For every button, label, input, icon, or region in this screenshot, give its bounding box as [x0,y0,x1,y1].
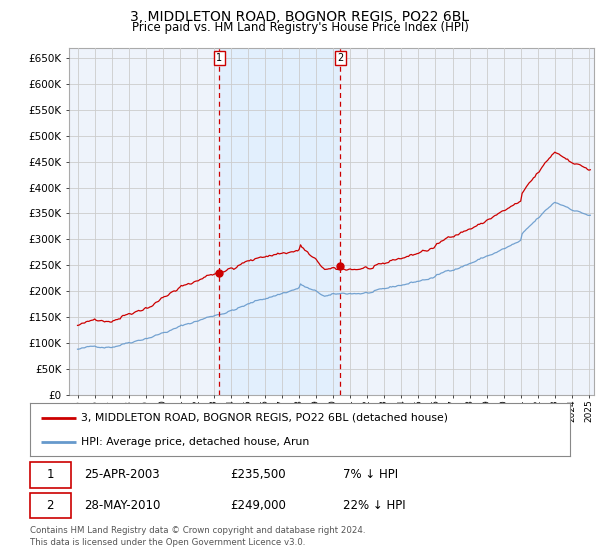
Text: Contains HM Land Registry data © Crown copyright and database right 2024.
This d: Contains HM Land Registry data © Crown c… [30,526,365,547]
FancyBboxPatch shape [30,462,71,488]
Text: 3, MIDDLETON ROAD, BOGNOR REGIS, PO22 6BL: 3, MIDDLETON ROAD, BOGNOR REGIS, PO22 6B… [130,10,470,24]
Text: 22% ↓ HPI: 22% ↓ HPI [343,499,406,512]
Text: 3, MIDDLETON ROAD, BOGNOR REGIS, PO22 6BL (detached house): 3, MIDDLETON ROAD, BOGNOR REGIS, PO22 6B… [82,413,448,423]
Text: 1: 1 [47,468,54,481]
Text: HPI: Average price, detached house, Arun: HPI: Average price, detached house, Arun [82,437,310,447]
Text: 28-MAY-2010: 28-MAY-2010 [84,499,160,512]
Text: 7% ↓ HPI: 7% ↓ HPI [343,468,398,481]
Bar [220,48,340,395]
Text: £235,500: £235,500 [230,468,286,481]
Text: 2: 2 [47,499,54,512]
Text: Price paid vs. HM Land Registry's House Price Index (HPI): Price paid vs. HM Land Registry's House … [131,21,469,34]
Text: 2: 2 [337,53,343,63]
Text: £249,000: £249,000 [230,499,286,512]
FancyBboxPatch shape [30,493,71,519]
Text: 25-APR-2003: 25-APR-2003 [84,468,160,481]
Text: 1: 1 [216,53,223,63]
